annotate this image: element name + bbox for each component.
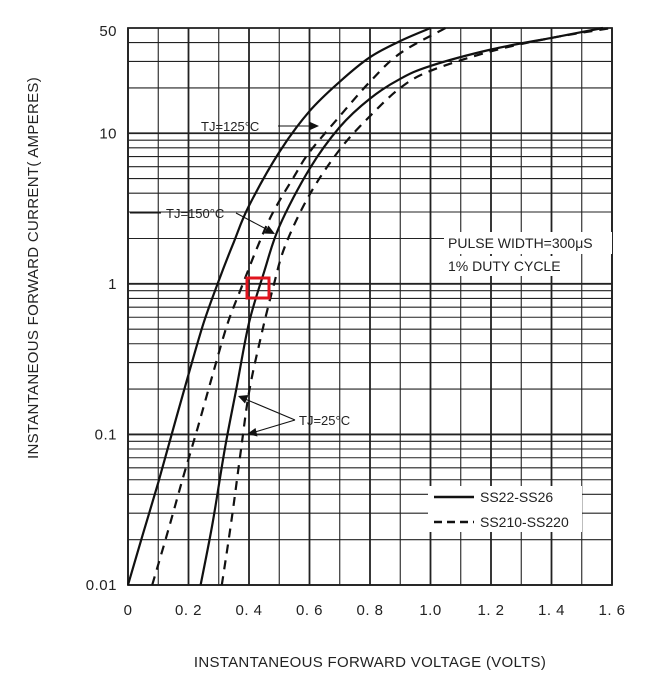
pulse-label-bg	[444, 232, 612, 254]
series-line-3	[220, 26, 613, 586]
highlight-box	[245, 276, 271, 300]
x-tick-label: 0. 8	[356, 602, 383, 619]
tick-labels: 0 0. 2 0. 4 0. 6 0. 8 1.0 1. 2 1. 4 1. 6 0.01 0.1 1…	[86, 23, 625, 619]
x-tick-label: 1. 6	[598, 602, 625, 619]
x-tick-label: 0	[124, 602, 133, 619]
y-tick-label: 0.1	[95, 426, 117, 443]
duty-label-bg	[444, 256, 572, 276]
y-axis-title: INSTANTANEOUS FORWARD CURRENT( AMPERES)	[25, 77, 42, 459]
anno-25-arrowhead-b	[247, 428, 258, 437]
x-tick-label: 0. 4	[235, 602, 262, 619]
series-line-2	[151, 27, 447, 586]
x-tick-label: 1. 2	[477, 602, 504, 619]
anno-25-leader-b	[254, 419, 296, 433]
y-tick-label: 10	[99, 125, 117, 142]
x-axis-title: INSTANTANEOUS FORWARD VOLTAGE (VOLTS)	[194, 654, 546, 671]
curves	[126, 26, 613, 586]
legend-label-dashed: SS210-SS220	[480, 514, 569, 530]
series-line-0	[126, 26, 431, 586]
anno-125-arrowhead	[309, 121, 319, 131]
x-tick-label: 1.0	[419, 602, 441, 619]
legend: SS22-SS26 SS210-SS220	[428, 486, 582, 532]
legend-label-solid: SS22-SS26	[480, 489, 553, 505]
anno-tj150: TJ=150°C	[166, 206, 224, 221]
x-tick-label: 1. 4	[538, 602, 565, 619]
y-tick-label: 0.01	[86, 577, 117, 594]
x-tick-label: 0. 6	[296, 602, 323, 619]
anno-pulse-width: PULSE WIDTH=300μS	[448, 235, 593, 251]
y-tick-label: 1	[108, 276, 117, 293]
annotations: TJ=125°C TJ=150°C TJ=25°C PULSE WIDTH=30…	[130, 119, 612, 437]
anno-tj25: TJ=25°C	[299, 413, 350, 428]
series-line-1	[199, 26, 604, 586]
plot-frame	[127, 27, 613, 586]
anno-150-leader-right	[235, 212, 269, 231]
x-tick-label: 0. 2	[175, 602, 202, 619]
anno-25-arrowhead-a	[238, 395, 249, 404]
anno-150-arrowhead	[264, 225, 275, 234]
anno-tj125: TJ=125°C	[201, 119, 259, 134]
anno-25-leader-a	[244, 398, 296, 421]
anno-duty-cycle: 1% DUTY CYCLE	[448, 258, 561, 274]
y-tick-label: 50	[99, 23, 117, 40]
legend-bg	[428, 486, 582, 532]
